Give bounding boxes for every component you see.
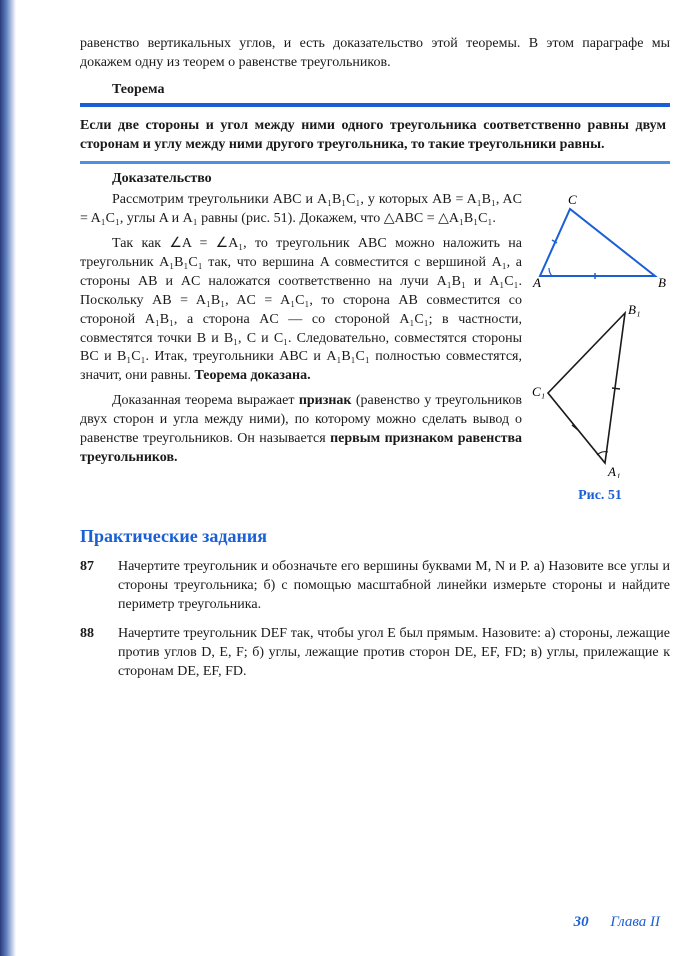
- label-c1: C₁: [532, 384, 545, 399]
- proof-with-figure: Рассмотрим треугольники ABC и A₁B₁C₁, у …: [80, 191, 670, 506]
- theorem-statement: Если две стороны и угол между ними одног…: [80, 113, 670, 159]
- task-number: 88: [80, 625, 104, 682]
- proof-text-column: Рассмотрим треугольники ABC и A₁B₁C₁, у …: [80, 191, 522, 506]
- task-text: Начертите треугольник DEF так, чтобы уго…: [118, 625, 670, 682]
- theorem-label: Теорема: [112, 81, 670, 100]
- p3a: Доказанная теорема выражает: [112, 393, 299, 408]
- label-a: A: [532, 275, 541, 290]
- page-footer: 30 Глава II: [574, 912, 660, 932]
- p3b: признак: [299, 393, 352, 408]
- label-c: C: [568, 192, 577, 207]
- label-a1: A₁: [607, 464, 620, 478]
- proof-label: Доказательство: [112, 170, 670, 189]
- page-number: 30: [574, 914, 589, 930]
- textbook-page: равенство вертикальных углов, и есть док…: [0, 0, 700, 956]
- label-b1: B₁: [628, 302, 640, 317]
- proof-done: Теорема доказана.: [194, 368, 310, 383]
- task-row: 88 Начертите треугольник DEF так, чтобы …: [80, 625, 670, 682]
- task-text: Начертите треугольник и обозначьте его в…: [118, 558, 670, 615]
- tasks-heading: Практические задания: [80, 524, 670, 548]
- rule-bottom: [80, 161, 670, 164]
- angle-mark-a: [549, 268, 552, 276]
- proof-paragraph-2: Так как ∠A = ∠A₁, то треугольник ABC мож…: [80, 235, 522, 386]
- label-b: B: [658, 275, 666, 290]
- proof-paragraph-1: Рассмотрим треугольники ABC и A₁B₁C₁, у …: [80, 191, 522, 229]
- intro-paragraph: равенство вертикальных углов, и есть док…: [80, 35, 670, 73]
- task-number: 87: [80, 558, 104, 615]
- triangle-abc-icon: A B C: [530, 191, 670, 291]
- task-row: 87 Начертите треугольник и обозначьте ег…: [80, 558, 670, 615]
- proof-p2-text: Так как ∠A = ∠A₁, то треугольник ABC мож…: [80, 236, 522, 383]
- chapter-label: Глава II: [610, 914, 660, 930]
- figure-column: A B C A₁ B₁ C₁ Рис. 51: [530, 191, 670, 506]
- triangle-a1b1c1-icon: A₁ B₁ C₁: [530, 298, 670, 478]
- tick-a1b1: [612, 388, 620, 389]
- figure-caption: Рис. 51: [530, 487, 670, 506]
- proof-paragraph-3: Доказанная теорема выражает признак (рав…: [80, 392, 522, 468]
- rule-top: [80, 103, 670, 107]
